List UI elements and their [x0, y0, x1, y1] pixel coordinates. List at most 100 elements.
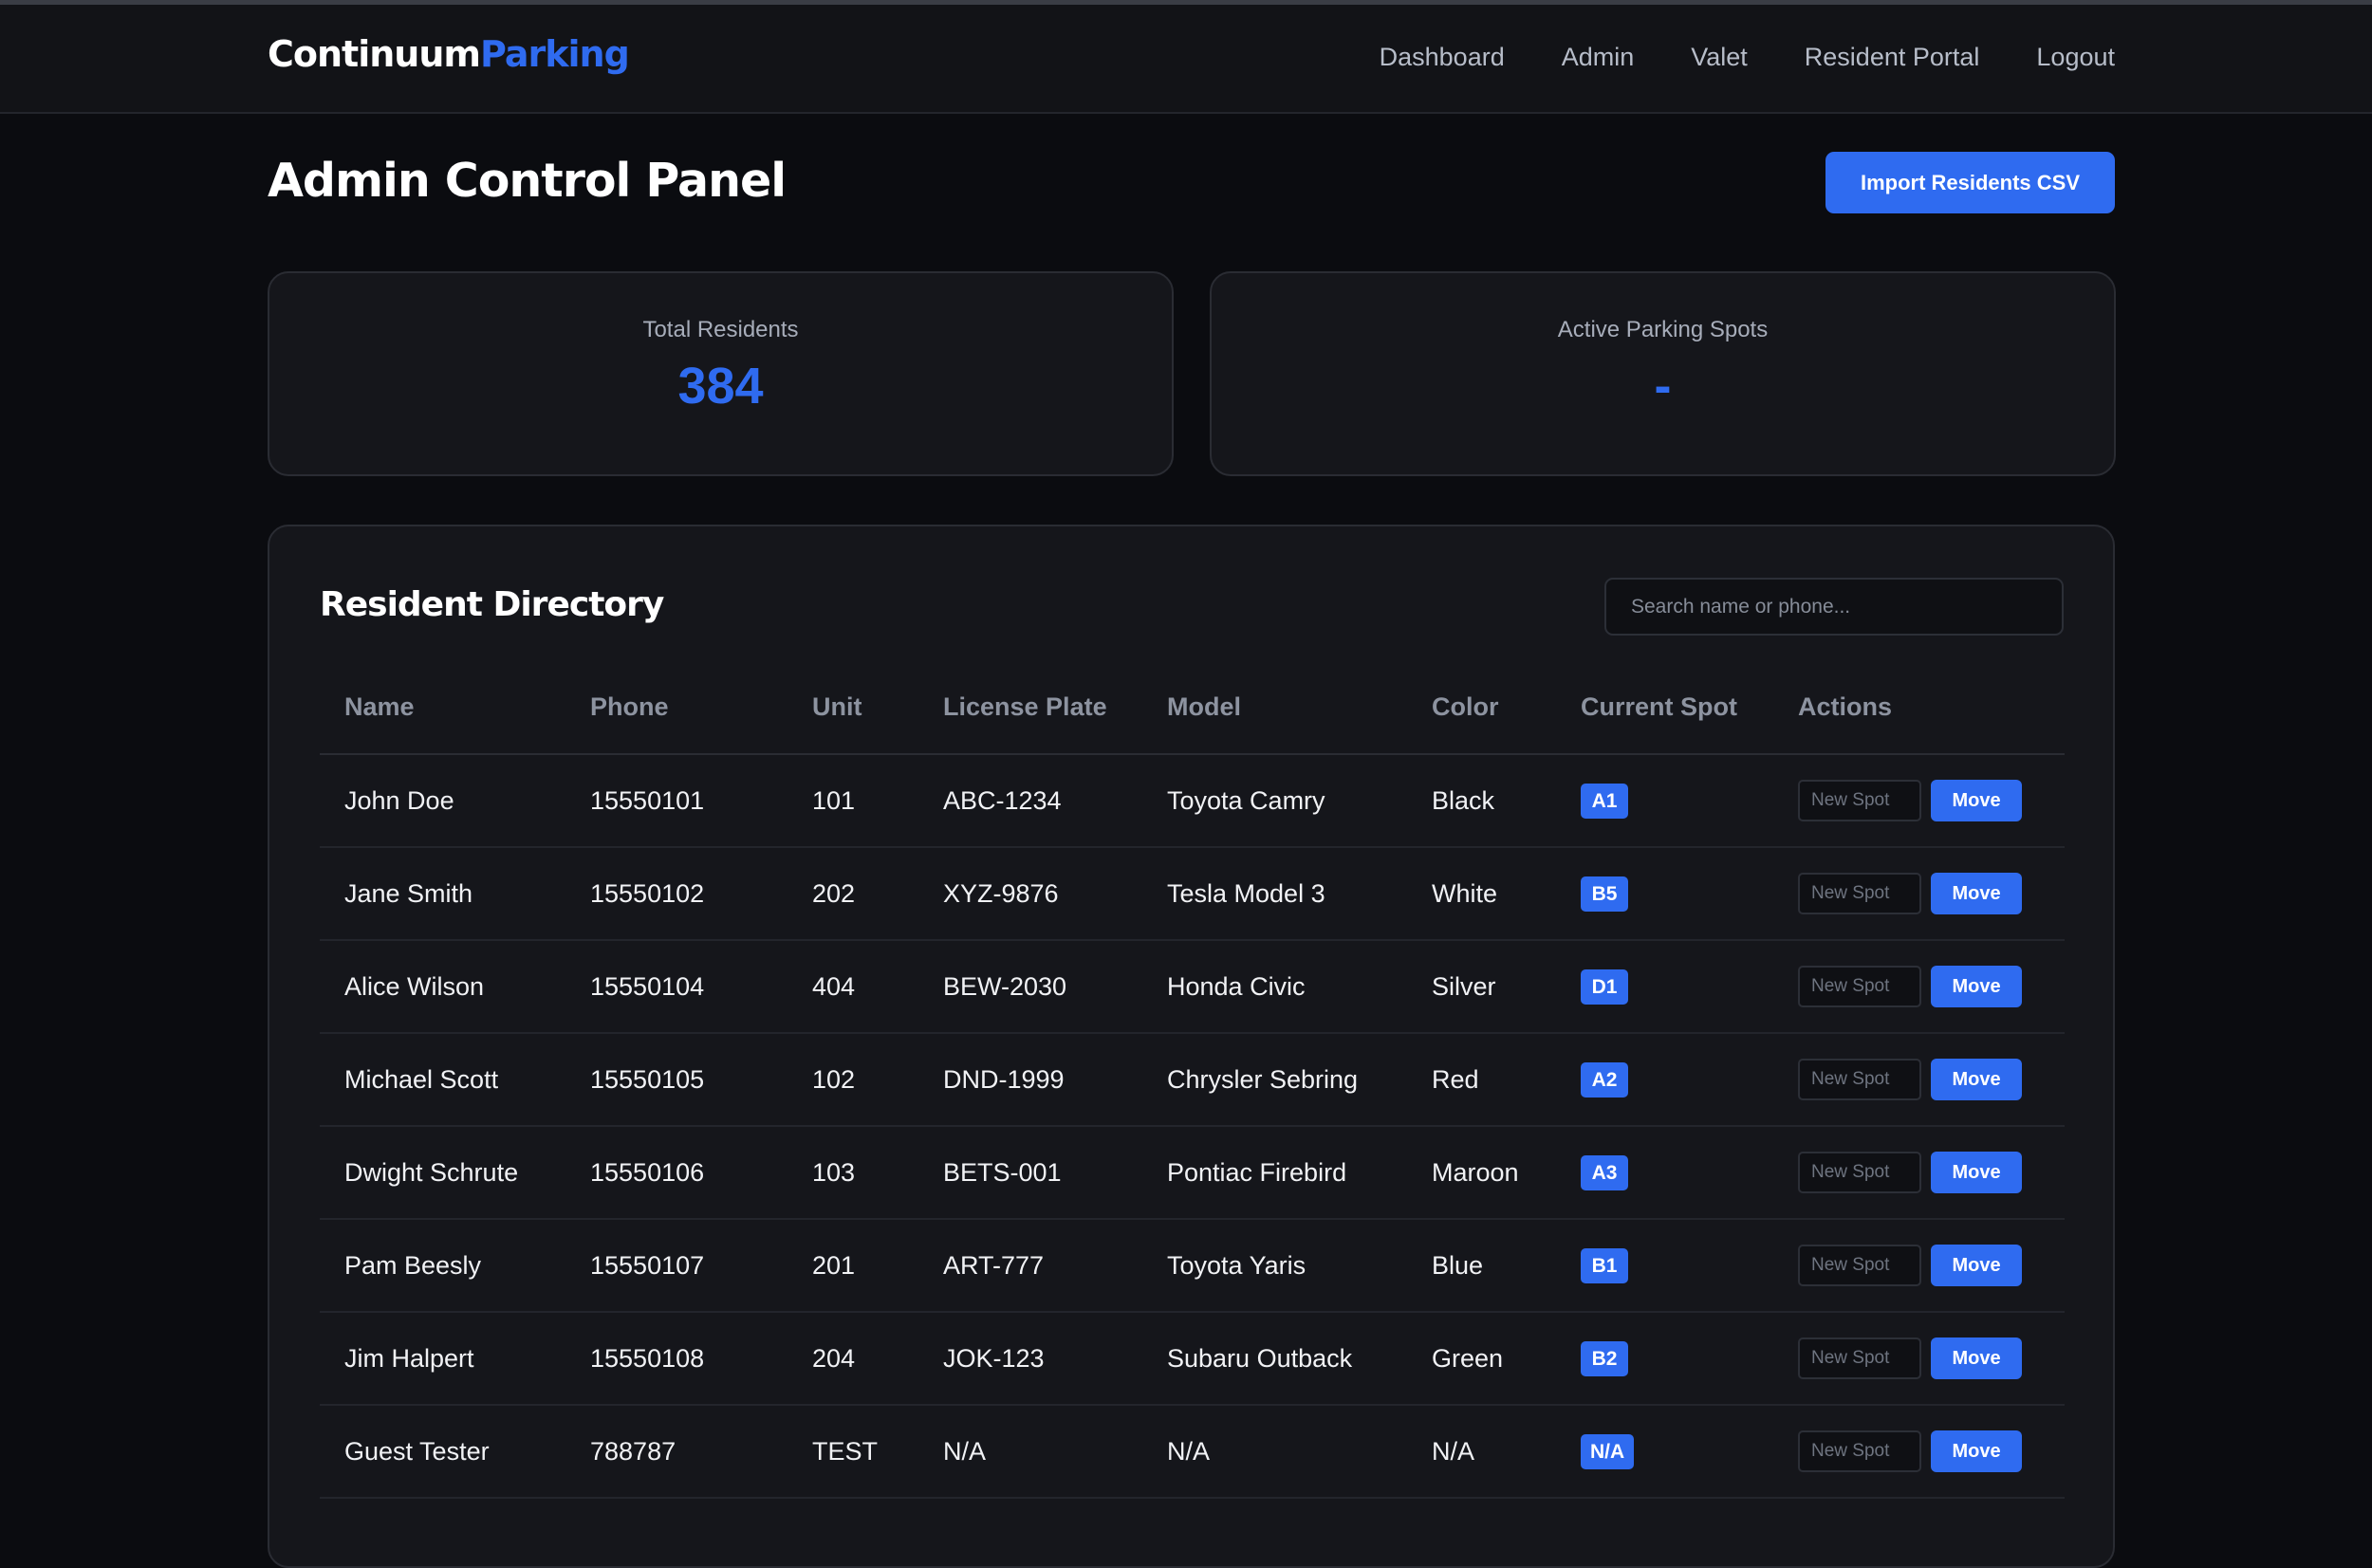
cell-model: Subaru Outback — [1142, 1312, 1407, 1406]
nav-logout[interactable]: Logout — [2036, 43, 2115, 71]
cell-unit: 101 — [788, 754, 918, 848]
brand-part-2: Parking — [480, 33, 630, 75]
cell-name: Guest Tester — [320, 1405, 565, 1499]
cell-actions: Move — [1773, 1405, 2065, 1499]
table-header-row: Name Phone Unit License Plate Model Colo… — [320, 661, 2065, 755]
cell-license-plate: BETS-001 — [918, 1126, 1142, 1220]
new-spot-input[interactable] — [1798, 873, 1921, 914]
column-header-color[interactable]: Color — [1407, 661, 1556, 755]
cell-name: Jim Halpert — [320, 1312, 565, 1406]
cell-phone: 15550102 — [565, 847, 788, 941]
import-residents-csv-button[interactable]: Import Residents CSV — [1825, 152, 2115, 213]
nav-valet[interactable]: Valet — [1691, 43, 1748, 71]
stat-card-total-residents: Total Residents 384 — [268, 271, 1174, 476]
column-header-model[interactable]: Model — [1142, 661, 1407, 755]
move-button[interactable]: Move — [1931, 1245, 2022, 1286]
resident-directory-card: Resident Directory Name Phone Unit Licen… — [268, 525, 2115, 1568]
move-button[interactable]: Move — [1931, 780, 2022, 821]
table-row: Jim Halpert 15550108 204 JOK-123 Subaru … — [320, 1312, 2065, 1406]
cell-model: Tesla Model 3 — [1142, 847, 1407, 941]
spot-badge: B2 — [1581, 1340, 1628, 1376]
cell-actions: Move — [1773, 847, 2065, 941]
cell-phone: 15550105 — [565, 1033, 788, 1127]
spot-badge: A2 — [1581, 1061, 1628, 1098]
new-spot-input[interactable] — [1798, 966, 1921, 1007]
table-row: Dwight Schrute 15550106 103 BETS-001 Pon… — [320, 1126, 2065, 1220]
new-spot-input[interactable] — [1798, 1059, 1921, 1100]
cell-name: Dwight Schrute — [320, 1126, 565, 1220]
page-title: Admin Control Panel — [268, 154, 787, 208]
new-spot-input[interactable] — [1798, 1245, 1921, 1286]
move-button[interactable]: Move — [1931, 966, 2022, 1007]
cell-color: Black — [1407, 754, 1556, 848]
cell-actions: Move — [1773, 1033, 2065, 1127]
stat-value: 384 — [677, 358, 764, 415]
navbar: ContinuumParking Dashboard Admin Valet R… — [0, 5, 2372, 114]
nav-admin[interactable]: Admin — [1561, 43, 1635, 71]
move-button[interactable]: Move — [1931, 1430, 2022, 1472]
nav-dashboard[interactable]: Dashboard — [1379, 43, 1505, 71]
spot-badge: B1 — [1581, 1247, 1628, 1283]
cell-model: Honda Civic — [1142, 940, 1407, 1034]
cell-actions: Move — [1773, 754, 2065, 848]
cell-unit: 201 — [788, 1219, 918, 1313]
table-row: Pam Beesly 15550107 201 ART-777 Toyota Y… — [320, 1219, 2065, 1313]
cell-current-spot: B5 — [1556, 847, 1773, 941]
column-header-name[interactable]: Name — [320, 661, 565, 755]
new-spot-input[interactable] — [1798, 1337, 1921, 1379]
cell-unit: 202 — [788, 847, 918, 941]
column-header-unit[interactable]: Unit — [788, 661, 918, 755]
cell-license-plate: ABC-1234 — [918, 754, 1142, 848]
spot-badge: B5 — [1581, 876, 1628, 912]
cell-color: N/A — [1407, 1405, 1556, 1499]
table-row: Alice Wilson 15550104 404 BEW-2030 Honda… — [320, 940, 2065, 1034]
spot-badge: D1 — [1581, 968, 1628, 1005]
cell-current-spot: A3 — [1556, 1126, 1773, 1220]
column-header-current-spot[interactable]: Current Spot — [1556, 661, 1773, 755]
cell-actions: Move — [1773, 1219, 2065, 1313]
stat-value: - — [1654, 358, 1672, 415]
stat-label: Active Parking Spots — [1557, 317, 1769, 342]
cell-phone: 15550101 — [565, 754, 788, 848]
cell-unit: TEST — [788, 1405, 918, 1499]
cell-current-spot: B2 — [1556, 1312, 1773, 1406]
column-header-phone[interactable]: Phone — [565, 661, 788, 755]
cell-current-spot: N/A — [1556, 1405, 1773, 1499]
search-input[interactable] — [1604, 578, 2064, 636]
cell-current-spot: A2 — [1556, 1033, 1773, 1127]
cell-actions: Move — [1773, 940, 2065, 1034]
brand-logo[interactable]: ContinuumParking — [268, 33, 630, 75]
table-row: Michael Scott 15550105 102 DND-1999 Chry… — [320, 1033, 2065, 1127]
move-button[interactable]: Move — [1931, 1152, 2022, 1193]
cell-license-plate: XYZ-9876 — [918, 847, 1142, 941]
cell-name: Alice Wilson — [320, 940, 565, 1034]
move-button[interactable]: Move — [1931, 873, 2022, 914]
cell-name: Jane Smith — [320, 847, 565, 941]
cell-phone: 15550108 — [565, 1312, 788, 1406]
stat-label: Total Residents — [642, 317, 799, 342]
cell-phone: 15550104 — [565, 940, 788, 1034]
cell-current-spot: A1 — [1556, 754, 1773, 848]
cell-color: Silver — [1407, 940, 1556, 1034]
column-header-actions: Actions — [1773, 661, 2065, 755]
new-spot-input[interactable] — [1798, 780, 1921, 821]
cell-model: N/A — [1142, 1405, 1407, 1499]
table-row: John Doe 15550101 101 ABC-1234 Toyota Ca… — [320, 754, 2065, 848]
move-button[interactable]: Move — [1931, 1337, 2022, 1379]
cell-name: Pam Beesly — [320, 1219, 565, 1313]
cell-model: Toyota Camry — [1142, 754, 1407, 848]
cell-color: Red — [1407, 1033, 1556, 1127]
new-spot-input[interactable] — [1798, 1430, 1921, 1472]
spot-badge: N/A — [1581, 1433, 1635, 1469]
cell-unit: 103 — [788, 1126, 918, 1220]
cell-name: Michael Scott — [320, 1033, 565, 1127]
move-button[interactable]: Move — [1931, 1059, 2022, 1100]
new-spot-input[interactable] — [1798, 1152, 1921, 1193]
cell-color: Maroon — [1407, 1126, 1556, 1220]
spot-badge: A3 — [1581, 1154, 1628, 1190]
column-header-license-plate[interactable]: License Plate — [918, 661, 1142, 755]
cell-model: Pontiac Firebird — [1142, 1126, 1407, 1220]
resident-table: Name Phone Unit License Plate Model Colo… — [320, 661, 2065, 1499]
nav-resident-portal[interactable]: Resident Portal — [1804, 43, 1980, 71]
cell-license-plate: JOK-123 — [918, 1312, 1142, 1406]
